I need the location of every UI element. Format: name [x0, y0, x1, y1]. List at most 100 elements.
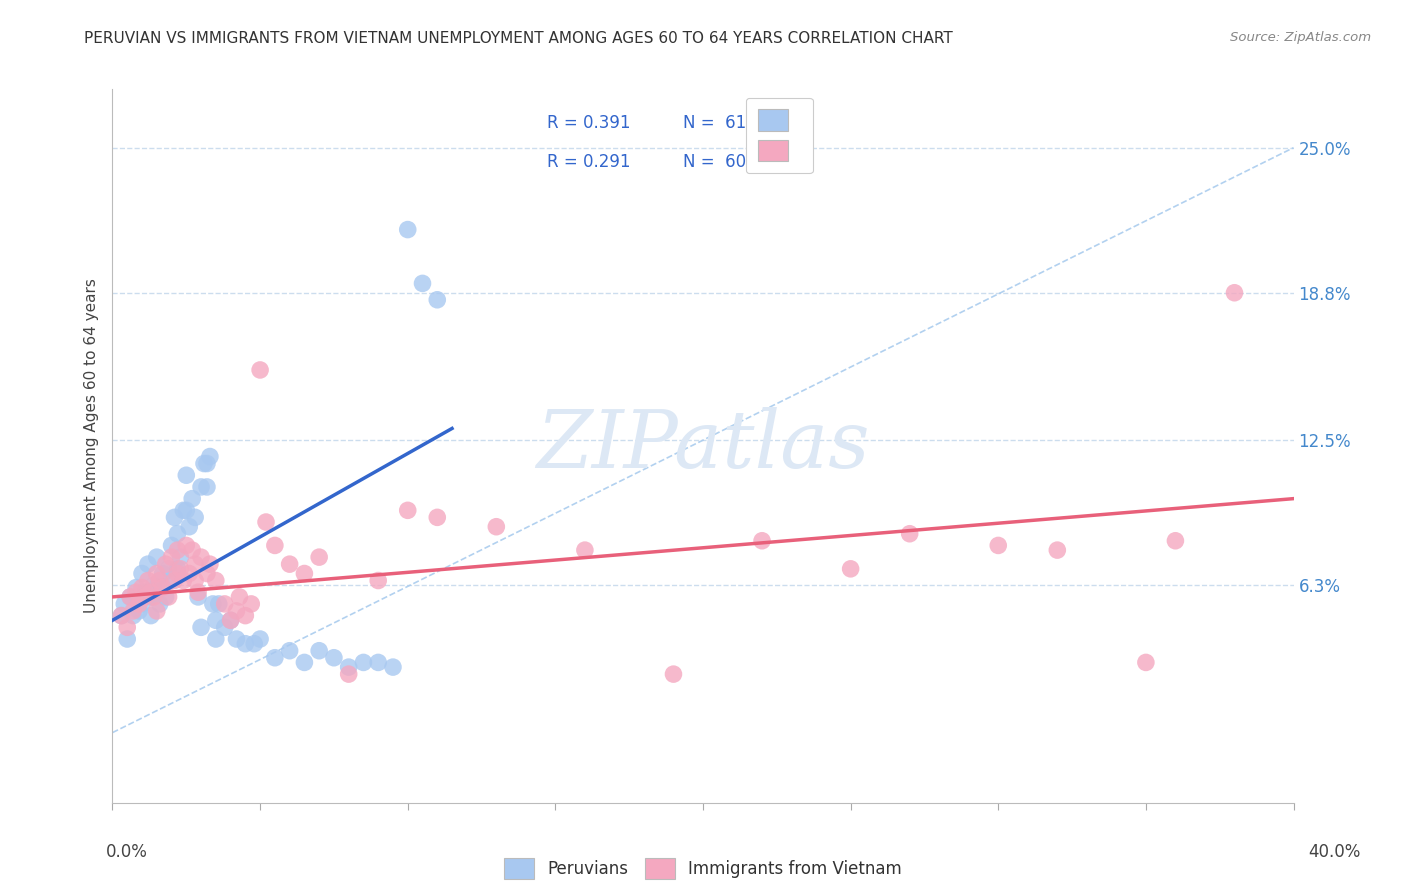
Point [152, 566, 174, 581]
Point [225, 632, 247, 646]
Point [485, 519, 508, 533]
Point [139, 590, 162, 604]
Point [264, 650, 287, 665]
Point [155, 557, 177, 571]
Point [174, 538, 197, 552]
Point [426, 510, 449, 524]
Point [308, 550, 330, 565]
Point [839, 562, 862, 576]
Point [179, 566, 201, 581]
Point [184, 557, 207, 571]
Point [146, 566, 169, 581]
Point [174, 503, 197, 517]
Point [264, 538, 287, 552]
Point [190, 620, 212, 634]
Point [166, 562, 188, 576]
Y-axis label: Unemployment Among Ages 60 to 64 years: Unemployment Among Ages 60 to 64 years [83, 278, 98, 614]
Point [193, 457, 215, 471]
Point [201, 597, 224, 611]
Point [125, 585, 148, 599]
Point [112, 597, 135, 611]
Point [426, 293, 449, 307]
Point [131, 581, 153, 595]
Point [214, 597, 236, 611]
Point [139, 585, 162, 599]
Point [337, 667, 360, 681]
Text: R = 0.291: R = 0.291 [547, 153, 631, 171]
Point [198, 450, 221, 464]
Text: Source: ZipAtlas.com: Source: ZipAtlas.com [1230, 31, 1371, 45]
Text: R = 0.391: R = 0.391 [547, 114, 631, 132]
Point [249, 363, 271, 377]
Point [169, 550, 191, 565]
Point [396, 222, 419, 236]
Point [219, 613, 242, 627]
Point [751, 533, 773, 548]
Point [184, 510, 207, 524]
Point [198, 557, 221, 571]
Point [278, 644, 301, 658]
Point [987, 538, 1010, 552]
Point [181, 491, 204, 506]
Point [195, 480, 218, 494]
Point [139, 608, 162, 623]
Point [166, 566, 188, 581]
Point [228, 590, 250, 604]
Point [152, 581, 174, 595]
Legend: Peruvians, Immigrants from Vietnam: Peruvians, Immigrants from Vietnam [492, 846, 914, 891]
Point [662, 667, 685, 681]
Point [205, 613, 228, 627]
Point [136, 574, 159, 588]
Point [160, 574, 183, 588]
Point [142, 590, 165, 604]
Point [163, 574, 186, 588]
Point [411, 277, 433, 291]
Text: N =  61: N = 61 [683, 114, 747, 132]
Point [157, 590, 180, 604]
Point [240, 597, 263, 611]
Point [254, 515, 277, 529]
Point [134, 590, 156, 604]
Point [163, 510, 186, 524]
Point [122, 608, 145, 623]
Point [1135, 656, 1157, 670]
Point [166, 526, 188, 541]
Text: PERUVIAN VS IMMIGRANTS FROM VIETNAM UNEMPLOYMENT AMONG AGES 60 TO 64 YEARS CORRE: PERUVIAN VS IMMIGRANTS FROM VIETNAM UNEM… [84, 31, 953, 46]
Point [190, 480, 212, 494]
Point [308, 644, 330, 658]
Point [184, 574, 207, 588]
Point [205, 574, 228, 588]
Point [110, 608, 132, 623]
Point [172, 503, 194, 517]
Point [146, 550, 169, 565]
Point [195, 566, 218, 581]
Point [131, 566, 153, 581]
Point [367, 656, 389, 670]
Point [149, 597, 172, 611]
Point [120, 590, 142, 604]
Point [195, 457, 218, 471]
Point [382, 660, 405, 674]
Point [142, 578, 165, 592]
Point [174, 468, 197, 483]
Point [898, 526, 921, 541]
Point [149, 574, 172, 588]
Point [157, 562, 180, 576]
Point [131, 597, 153, 611]
Point [179, 519, 201, 533]
Point [187, 590, 209, 604]
Point [128, 604, 150, 618]
Point [190, 550, 212, 565]
Point [169, 562, 191, 576]
Point [208, 597, 231, 611]
Point [1223, 285, 1246, 300]
Point [352, 656, 374, 670]
Point [233, 637, 256, 651]
Point [134, 585, 156, 599]
Text: N =  60: N = 60 [683, 153, 747, 171]
Point [214, 620, 236, 634]
Point [1164, 533, 1187, 548]
Point [249, 632, 271, 646]
Point [243, 637, 266, 651]
Point [155, 590, 177, 604]
